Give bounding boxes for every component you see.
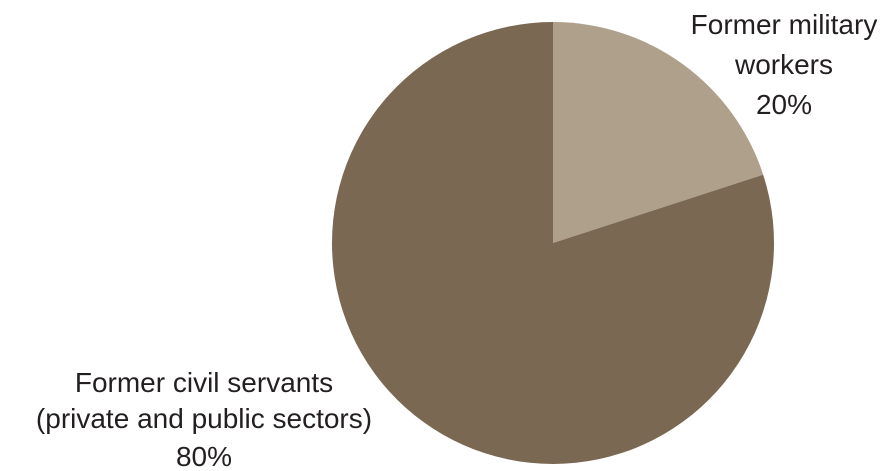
pie-slice-military xyxy=(553,22,764,243)
label-civil: Former civil servants (private and publi… xyxy=(36,367,372,471)
slice-label-civil-line2: (private and public sectors) xyxy=(36,403,372,434)
slice-label-civil-line1: Former civil servants xyxy=(75,367,333,398)
pie-slice-civil xyxy=(332,22,774,465)
slice-label-military-line2: workers xyxy=(734,49,833,80)
slice-value-civil: 80% xyxy=(176,441,232,471)
slice-value-military: 20% xyxy=(756,89,812,120)
pie-slices xyxy=(332,22,774,465)
slice-label-military-line1: Former military xyxy=(691,9,878,40)
label-military: Former military workers 20% xyxy=(691,9,878,120)
